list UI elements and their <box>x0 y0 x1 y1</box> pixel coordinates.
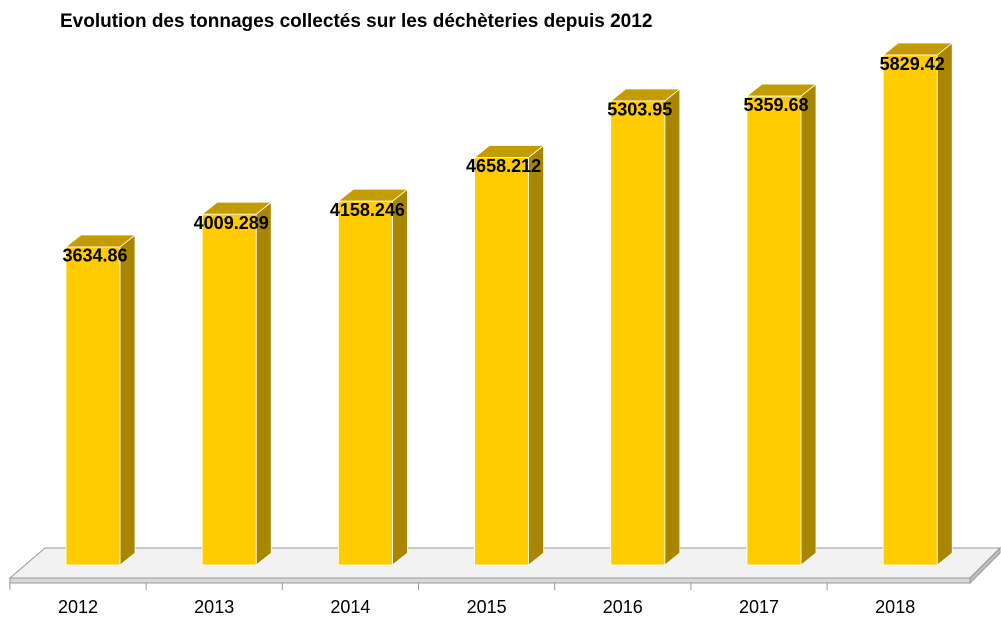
bar <box>337 188 409 566</box>
bar-front <box>610 100 666 566</box>
bar-side <box>119 234 136 566</box>
bar-side <box>664 88 681 566</box>
bar-front <box>882 54 938 566</box>
x-tick-label: 2014 <box>330 597 370 617</box>
data-label: 5829.42 <box>880 54 945 74</box>
bar-front <box>337 200 393 566</box>
bar-front <box>474 157 529 566</box>
bar-side <box>936 42 953 566</box>
bar <box>473 144 545 566</box>
bar <box>64 234 137 566</box>
x-tick-label: 2018 <box>875 597 915 617</box>
bar-side <box>391 188 408 566</box>
bar-front <box>65 246 121 566</box>
x-tick-label: 2016 <box>603 597 643 617</box>
bar-front <box>201 213 257 566</box>
bar-side <box>800 83 817 566</box>
bar <box>745 83 818 566</box>
chart-title: Evolution des tonnages collectés sur les… <box>60 11 652 32</box>
floor-side <box>969 546 1001 585</box>
data-label: 4658.212 <box>466 156 541 176</box>
bar <box>609 88 681 566</box>
data-label: 5359.68 <box>743 95 808 115</box>
bar-front <box>746 95 802 566</box>
bar-side <box>528 144 544 566</box>
x-tick-label: 2015 <box>467 597 507 617</box>
floor-edge <box>9 577 971 584</box>
data-label: 4009.289 <box>194 213 269 233</box>
x-tick-label: 2013 <box>194 597 234 617</box>
data-label: 4158.246 <box>330 200 405 220</box>
x-tick-label: 2012 <box>58 597 98 617</box>
data-label: 3634.86 <box>62 246 127 266</box>
bar <box>882 42 954 566</box>
x-tick-label: 2017 <box>739 597 779 617</box>
data-label: 5303.95 <box>607 100 672 120</box>
bar <box>201 201 273 566</box>
bar-side <box>255 201 272 566</box>
